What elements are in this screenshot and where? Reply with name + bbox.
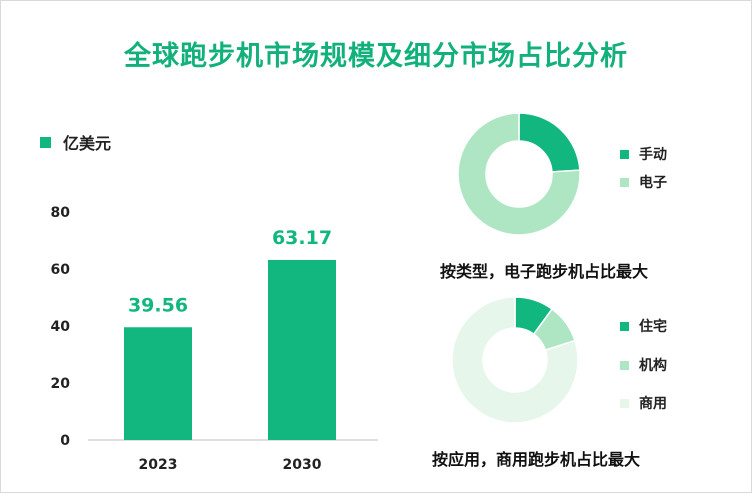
bar-legend: 亿美元	[40, 130, 111, 154]
y-tick-label: 60	[51, 262, 71, 278]
chart-title: 全球跑步机市场规模及细分市场占比分析	[124, 41, 628, 72]
donut2-legend-swatch-1	[620, 360, 629, 370]
y-tick-label: 20	[51, 376, 71, 392]
donut1-caption: 按类型，电子跑步机占比最大	[440, 262, 649, 281]
bar-value-label: 39.56	[128, 294, 188, 316]
donut1-legend-label-0: 手动	[639, 147, 667, 163]
bar-2023	[124, 327, 192, 440]
donut2-legend-item-1: 机构	[620, 355, 667, 375]
donut2-legend-label-0: 住宅	[639, 319, 667, 335]
donut1-legend-swatch-1	[620, 177, 629, 187]
donut2-legend-item-0: 住宅	[620, 316, 667, 336]
bar-legend-swatch	[40, 136, 51, 148]
y-tick-label: 40	[51, 319, 71, 335]
donut1-legend-label-1: 电子	[639, 175, 667, 191]
donut2-legend-swatch-0	[620, 321, 629, 331]
bar-legend-label: 亿美元	[63, 134, 112, 153]
donut2-legend-label-2: 商用	[639, 396, 667, 412]
bar-2030	[268, 259, 336, 440]
donut2-legend-item-2: 商用	[620, 393, 667, 413]
donut2-caption: 按应用，商用跑步机占比最大	[432, 450, 641, 469]
donut2-legend-label-1: 机构	[639, 358, 667, 374]
bar-value-label: 63.17	[272, 227, 332, 249]
donut1-slice-手动	[518, 112, 581, 173]
donut1-slice-电子	[457, 112, 581, 236]
donut1-legend-item-0: 手动	[620, 144, 667, 164]
donut1-legend-swatch-0	[620, 149, 629, 159]
y-tick-label: 80	[51, 205, 71, 221]
donut2-legend-swatch-2	[620, 398, 629, 408]
donut2-slice-商用	[451, 296, 579, 424]
donut1-legend-item-1: 电子	[620, 172, 667, 192]
x-tick-label: 2023	[139, 457, 178, 473]
x-tick-label: 2030	[283, 457, 322, 473]
y-tick-label: 0	[60, 433, 70, 449]
